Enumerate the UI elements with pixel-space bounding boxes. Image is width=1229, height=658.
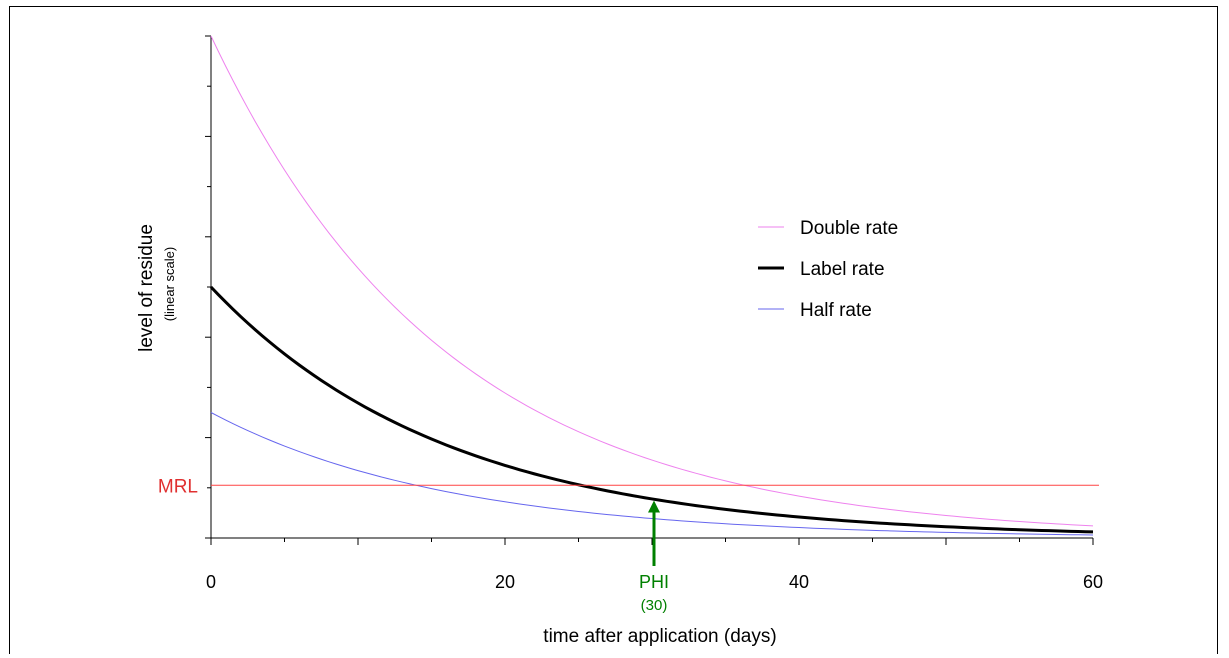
mrl-label: MRL — [158, 476, 198, 497]
phi-sublabel: (30) — [641, 597, 668, 614]
phi-annotation: PHI (30) — [639, 500, 669, 614]
series-lines — [209, 35, 1094, 536]
x-tick-label: 0 — [206, 572, 216, 592]
axes: 0 20 40 60 — [205, 35, 1103, 592]
legend-entry: Label rate — [800, 259, 885, 280]
series-line-double-rate — [210, 35, 1094, 527]
legend-entry: Double rate — [800, 218, 898, 239]
phi-label: PHI — [639, 572, 669, 592]
series-line-half-rate — [210, 412, 1094, 536]
series-line-label-rate — [209, 285, 1094, 534]
x-tick-label: 40 — [789, 572, 809, 592]
mrl-reference: MRL — [158, 476, 1099, 497]
phi-arrow-head — [648, 500, 660, 513]
x-axis-title: time after application (days) — [543, 626, 776, 647]
legend: Double rate Label rate Half rate — [758, 218, 898, 321]
x-tick-label: 60 — [1083, 572, 1103, 592]
y-axis-subtitle: (linear scale) — [162, 247, 177, 321]
legend-entry: Half rate — [800, 300, 872, 321]
axis-labels: time after application (days) level of re… — [136, 224, 777, 647]
chart-frame — [9, 6, 1218, 654]
x-tick-label: 20 — [495, 572, 515, 592]
y-axis-title: level of residue — [136, 224, 157, 352]
